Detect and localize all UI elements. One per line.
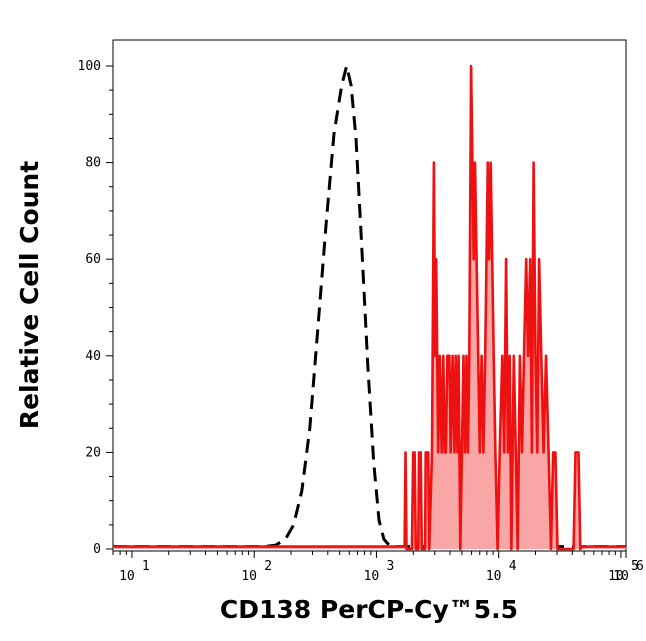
x-tick-exponent: 5	[631, 559, 639, 574]
series-line-1	[113, 64, 626, 551]
y-tick-label: 20	[85, 445, 101, 460]
x-tick-exponent: 1	[142, 559, 150, 574]
x-axis-title: CD138 PerCP-Cy™5.5	[220, 595, 518, 624]
x-tick-label: 10	[486, 569, 502, 584]
x-tick-exponent: 2	[264, 559, 272, 574]
y-tick-label: 60	[85, 252, 101, 267]
x-tick-exponent: 3	[386, 559, 394, 574]
y-axis-ticks: 0 20 40 60 80 100	[78, 59, 113, 557]
series-layer	[113, 64, 626, 551]
y-axis-title: Relative Cell Count	[15, 161, 44, 429]
x-tick-label: 10	[613, 569, 629, 584]
y-tick-label: 100	[78, 59, 101, 74]
x-minor-ticks	[112, 551, 616, 555]
x-tick-exponent: 6	[636, 559, 644, 574]
series-line-0	[113, 64, 626, 549]
x-tick-label: 10	[364, 569, 380, 584]
x-tick-label: 10	[119, 569, 135, 584]
y-tick-label: 80	[85, 156, 101, 171]
x-tick-label: 10	[241, 569, 257, 584]
y-tick-label: 0	[93, 542, 101, 557]
x-tick-label: 10	[608, 569, 624, 584]
y-tick-label: 40	[85, 349, 101, 364]
x-tick-exponent: 4	[509, 559, 517, 574]
